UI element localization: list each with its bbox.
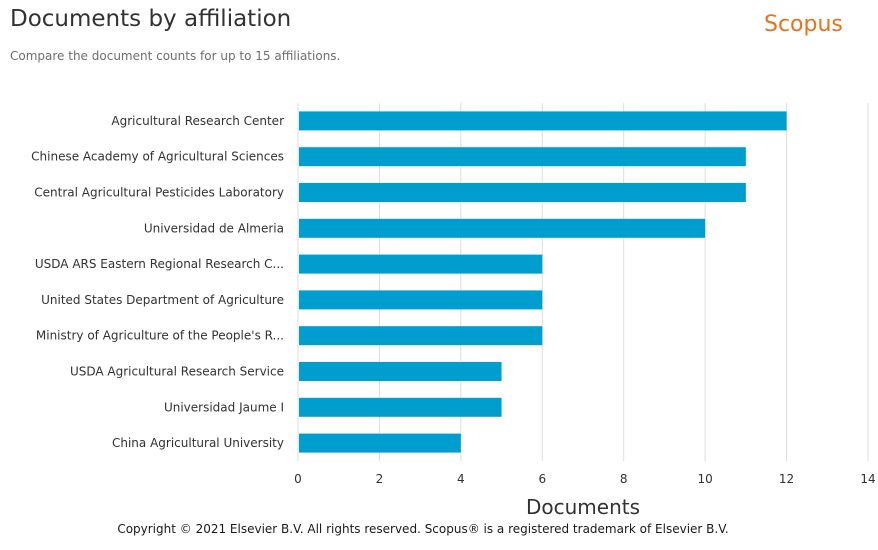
bar[interactable] <box>299 183 746 202</box>
category-label: USDA ARS Eastern Regional Research C... <box>35 257 284 271</box>
bar[interactable] <box>299 254 543 274</box>
bar[interactable] <box>299 290 543 310</box>
bar[interactable] <box>299 362 502 381</box>
copyright-notice: Copyright © 2021 Elsevier B.V. All right… <box>117 522 729 536</box>
x-tick-label: 14 <box>860 472 875 486</box>
category-label: USDA Agricultural Research Service <box>70 365 284 379</box>
x-tick-label: 4 <box>457 472 465 486</box>
bar[interactable] <box>299 326 543 346</box>
x-tick-label: 2 <box>376 472 384 486</box>
x-axis-title: Documents <box>526 495 640 519</box>
x-tick-label: 8 <box>620 472 628 486</box>
category-label: Chinese Academy of Agricultural Sciences <box>31 150 284 164</box>
category-label: United States Department of Agriculture <box>41 293 284 307</box>
category-label: Universidad Jaume I <box>164 400 284 414</box>
bar[interactable] <box>299 433 461 453</box>
category-label: Central Agricultural Pesticides Laborato… <box>34 186 284 200</box>
x-tick-label: 0 <box>294 472 302 486</box>
x-tick-label: 10 <box>698 472 713 486</box>
bar[interactable] <box>299 111 787 131</box>
chart-subtitle: Compare the document counts for up to 15… <box>10 49 341 63</box>
x-tick-label: 12 <box>779 472 794 486</box>
x-tick-label: 6 <box>538 472 546 486</box>
category-label: China Agricultural University <box>112 436 284 450</box>
bar[interactable] <box>299 397 502 417</box>
bar[interactable] <box>299 147 746 167</box>
category-label: Ministry of Agriculture of the People's … <box>36 329 284 343</box>
category-label: Agricultural Research Center <box>111 114 284 128</box>
bar[interactable] <box>299 218 706 238</box>
category-label: Universidad de Almeria <box>144 221 284 235</box>
chart-title: Documents by affiliation <box>10 6 292 32</box>
scopus-logo[interactable]: Scopus <box>764 12 843 37</box>
